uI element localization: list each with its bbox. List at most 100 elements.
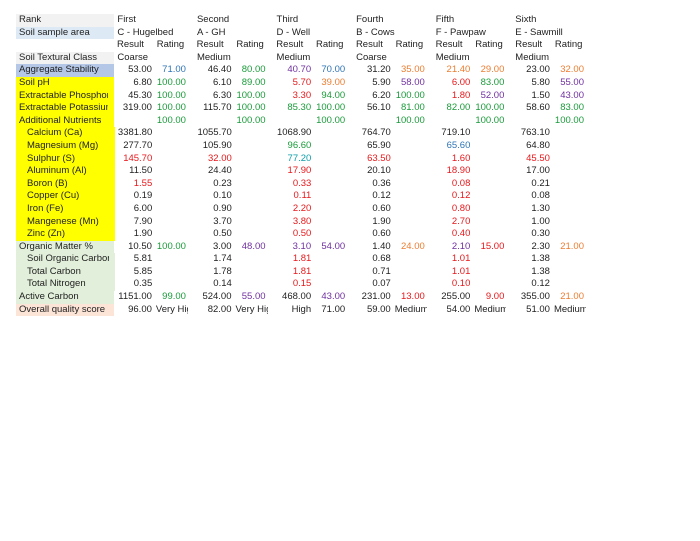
spacer — [108, 177, 115, 191]
result-value: 77.20 — [287, 152, 312, 164]
rating-value — [472, 216, 506, 229]
sample-1: C - Hugelbed — [117, 26, 174, 38]
rating-value: 83.00 — [560, 102, 584, 114]
result-value: 1055.70 — [197, 127, 232, 139]
result-value: 1.78 — [213, 265, 232, 277]
rank-5: Fifth — [435, 14, 455, 25]
result-value: 0.12 — [451, 190, 471, 202]
result-value: 1.90 — [372, 215, 391, 227]
result-value: 0.60 — [372, 202, 391, 214]
rating-header: Rating — [236, 39, 264, 51]
rating-value: 71.00 — [321, 303, 346, 315]
result-value — [353, 115, 393, 128]
result-value — [433, 115, 473, 128]
result-value: 6.10 — [213, 76, 232, 88]
result-value: 31.20 — [366, 64, 391, 76]
rating-value: 99.00 — [162, 291, 186, 303]
rating-value: 81.00 — [400, 102, 425, 114]
spacer — [108, 278, 115, 292]
result-value: 1.81 — [292, 253, 312, 265]
rank-label: Rank — [16, 14, 109, 27]
rating-value: Medium — [474, 303, 507, 315]
rating-value: 54.00 — [321, 240, 346, 252]
rating-value — [313, 228, 347, 241]
rating-value — [472, 190, 506, 203]
result-value: 0.15 — [292, 278, 312, 290]
row-label: Organic Matter % — [16, 240, 109, 254]
rating-value — [154, 278, 188, 291]
result-value: 1.74 — [213, 253, 232, 265]
rating-value — [154, 266, 188, 279]
rating-value: 100.00 — [395, 114, 425, 126]
rank-1: First — [117, 14, 136, 25]
result-value: 0.12 — [531, 278, 550, 290]
result-value: 5.90 — [372, 76, 391, 88]
result-value: 3.80 — [292, 215, 312, 227]
rating-value — [154, 203, 188, 216]
result-value: 24.40 — [208, 165, 232, 177]
result-value: 1.50 — [531, 89, 550, 101]
result-value: 85.30 — [287, 102, 312, 114]
rating-value — [313, 153, 347, 166]
row-label: Aluminum (Al) — [16, 165, 109, 178]
result-header: Result — [276, 39, 304, 51]
table-row: Organic Matter % 10.50 100.00 3.00 48.00 3.10… — [16, 240, 586, 254]
rating-value: Very High — [155, 303, 188, 315]
result-value: 0.68 — [372, 253, 391, 265]
result-value: 0.21 — [531, 177, 550, 189]
table-row: Sulphur (S) 145.70 32.00 77.20 63.50 1.60 45.5… — [16, 152, 586, 166]
rating-value — [234, 266, 268, 279]
rating-value — [472, 140, 506, 153]
result-value: 145.70 — [123, 152, 153, 164]
result-value: 6.20 — [372, 89, 391, 101]
result-value: 20.10 — [367, 165, 391, 177]
rating-header: Rating — [395, 39, 424, 51]
rating-value — [154, 190, 188, 203]
spacer — [108, 139, 115, 153]
result-value: 17.90 — [287, 165, 312, 177]
spacer — [108, 26, 115, 40]
rating-value: 100.00 — [475, 114, 505, 126]
spacer — [108, 165, 115, 178]
row-label: Soil Organic Carbon — [16, 253, 109, 266]
rating-value — [313, 190, 347, 203]
row-label: Total Nitrogen — [16, 278, 109, 292]
result-value: 11.50 — [129, 165, 153, 177]
spacer — [108, 228, 115, 241]
spacer — [108, 152, 115, 166]
result-header: Result — [355, 39, 383, 51]
row-label: Extractable Phosphorus — [16, 89, 109, 103]
result-value: 18.90 — [446, 165, 471, 177]
row-label: Copper (Cu) — [16, 190, 109, 203]
rating-value — [313, 278, 347, 291]
texture-2: Medium — [196, 51, 231, 63]
rating-value: 94.00 — [321, 89, 346, 101]
result-value: 1.80 — [451, 89, 471, 101]
table-row: Total Carbon 5.85 1.78 1.81 0.71 1.01 1.38 — [16, 265, 586, 279]
result-value: 1.01 — [451, 265, 471, 277]
result-header: Result — [435, 39, 463, 51]
rating-value — [552, 216, 586, 229]
result-value: 7.90 — [133, 215, 153, 227]
row-label: Iron (Fe) — [16, 202, 109, 216]
result-value: 3.10 — [292, 240, 312, 252]
result-value — [512, 115, 552, 128]
rating-value — [234, 127, 268, 140]
spacer — [108, 127, 115, 140]
sample-3: D - Well — [276, 26, 311, 38]
rating-value — [472, 127, 506, 140]
rating-value: 100.00 — [554, 114, 584, 126]
spacer — [108, 303, 115, 317]
result-value: 2.20 — [292, 202, 312, 214]
table-row: Total Nitrogen 0.35 0.14 0.15 0.07 0.10 0.12 — [16, 278, 586, 292]
result-value: 40.70 — [287, 64, 312, 76]
result-value: 5.70 — [292, 76, 312, 88]
rating-value: Medium — [553, 303, 586, 315]
rating-value: 55.00 — [241, 291, 266, 303]
rating-header: Rating — [554, 39, 583, 51]
rating-value: 52.00 — [480, 89, 505, 101]
row-label: Overall quality score — [16, 303, 109, 317]
sample-5: F - Pawpaw — [435, 26, 486, 38]
result-value: 3.70 — [213, 215, 232, 227]
data-rows: Aggregate Stability 53.00 71.00 46.40 80.00 4… — [16, 64, 586, 317]
